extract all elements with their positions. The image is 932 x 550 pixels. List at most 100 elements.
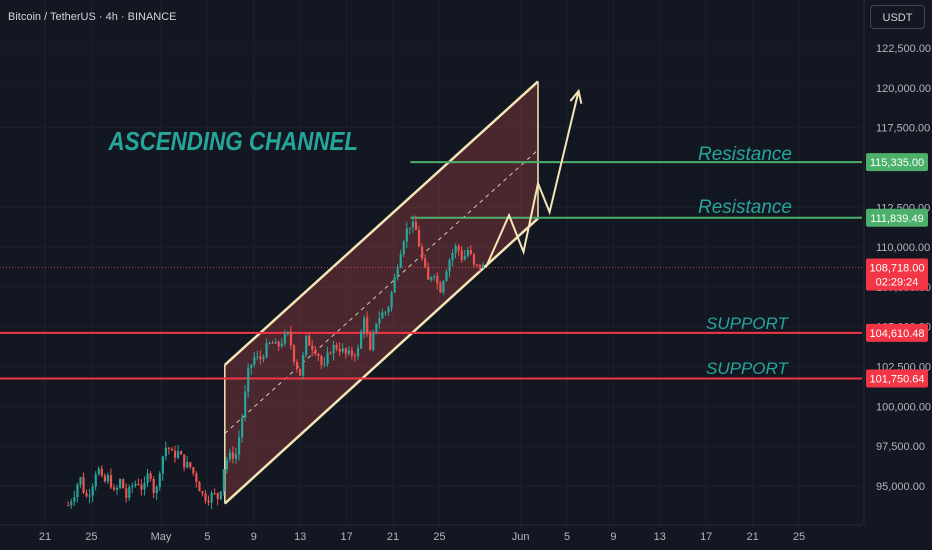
time-tick-5: 13 [294,531,306,543]
candle-body-126 [451,252,454,261]
level-price-label-3: 101,750.64 [869,373,924,385]
candle-body-101 [375,323,378,333]
candle-body-85 [326,352,329,365]
horizontal-levels [0,161,862,380]
candle-body-77 [302,354,305,376]
candle-body-6 [85,493,88,497]
candle-body-131 [466,249,469,257]
candle-body-45 [204,493,207,501]
candle-body-89 [338,348,341,352]
candle-body-16 [116,487,119,490]
candle-body-20 [128,487,131,498]
candle-body-40 [189,462,192,468]
chart-annotations: ASCENDING CHANNEL Resistance Resistance SUP… [108,127,792,378]
candle-body-25 [143,483,146,490]
candle-body-42 [195,473,198,482]
time-tick-8: 25 [433,531,445,543]
time-tick-13: 17 [700,531,712,543]
candle-body-75 [295,361,299,369]
candle-body-35 [173,450,177,458]
level-price-label-2: 104,610.48 [869,328,924,340]
candle-body-83 [320,355,323,365]
time-tick-10: 5 [564,531,570,543]
candle-body-84 [323,364,326,366]
candle-body-57 [241,417,244,438]
candle-body-37 [180,451,183,455]
time-tick-12: 13 [654,531,666,543]
candle-body-15 [112,487,116,490]
candle-body-105 [387,307,390,313]
candle-body-69 [277,341,280,347]
candle-body-13 [106,475,110,482]
candle-body-73 [289,332,293,346]
candle-body-32 [164,447,167,457]
candle-body-81 [314,349,317,355]
candle-body-124 [445,271,448,281]
candle-body-61 [253,356,256,365]
candlesticks [67,215,485,510]
candle-body-53 [228,452,232,460]
candle-body-31 [161,456,164,474]
candle-body-51 [222,469,225,492]
candle-body-1 [70,501,73,506]
candle-body-100 [372,332,375,350]
candle-body-70 [280,343,283,347]
candle-body-58 [244,391,247,418]
candle-body-55 [234,454,238,459]
ascending-channel-label: ASCENDING CHANNEL [108,127,358,156]
candle-body-82 [317,354,320,356]
level-annotation-3: SUPPORT [706,359,789,378]
candle-body-98 [366,317,369,334]
candle-body-49 [216,493,219,499]
candle-body-120 [433,275,436,278]
price-tick-9: 120,000.00 [876,83,931,95]
candle-body-33 [167,447,171,449]
candle-body-56 [238,437,241,455]
candle-body-103 [381,312,384,319]
candle-body-122 [439,283,442,293]
candle-body-41 [192,467,195,474]
projection-zigzag [484,90,580,268]
candle-body-52 [225,459,228,470]
channel-upper-line [223,80,539,366]
candle-body-88 [335,344,338,349]
candle-body-43 [198,481,201,492]
time-axis[interactable]: 21 25 May 5 9 13 17 21 25 Jun 5 9 13 17 21 25 [0,524,862,543]
candle-body-92 [347,350,350,354]
candle-body-127 [454,245,457,253]
candle-body-93 [350,350,354,356]
candle-body-107 [393,277,396,293]
candle-body-136 [482,264,485,269]
candle-body-46 [207,500,210,503]
level-price-tag-3 [866,369,928,388]
time-tick-11: 9 [610,531,616,543]
candle-body-133 [472,253,476,265]
price-tick-6: 110,000.00 [876,242,930,254]
candle-body-78 [305,335,308,355]
candle-body-38 [183,454,186,468]
candle-body-14 [109,475,113,488]
candle-body-110 [402,241,405,255]
candle-body-76 [299,368,302,376]
current-price-label: 108,718.00 [869,263,924,275]
candle-body-125 [448,260,451,272]
candle-body-11 [100,468,103,476]
price-axis[interactable]: 95,000.0097,500.00100,000.00102,500.0010… [863,0,931,525]
candle-body-67 [271,342,274,344]
currency-unit-button[interactable]: USDT [870,5,925,29]
candle-body-87 [332,344,335,354]
candle-body-119 [430,277,433,280]
candle-body-106 [390,292,393,308]
candle-body-123 [442,280,445,293]
candle-body-68 [274,341,277,344]
candle-body-135 [478,264,482,269]
candle-body-59 [247,367,250,392]
channel-midline [224,149,539,434]
candle-body-132 [469,249,472,254]
candle-body-108 [396,267,399,278]
candle-body-104 [384,312,387,314]
candle-body-50 [219,491,222,499]
candle-body-95 [356,348,360,357]
